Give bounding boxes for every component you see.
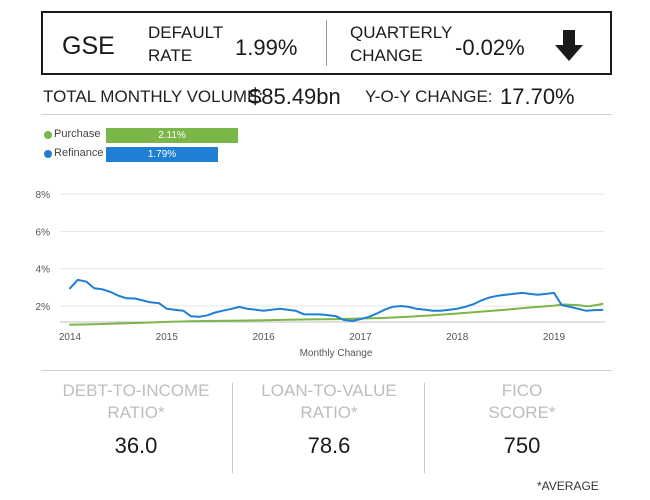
ltv-label: LOAN-TO-VALUE RATIO* <box>261 381 397 422</box>
section-divider <box>41 370 612 371</box>
y-tick-label: 6% <box>36 227 51 238</box>
legend-value-purchase: 2.11% <box>106 128 238 143</box>
x-axis-label: Monthly Change <box>300 348 373 359</box>
x-tick-label: 2016 <box>252 332 275 343</box>
header-divider <box>326 20 327 66</box>
yoy-change-label: Y-O-Y CHANGE: <box>365 87 493 106</box>
footnote: *AVERAGE <box>537 479 599 493</box>
legend-value-refinance: 1.79% <box>106 147 218 162</box>
x-tick-label: 2019 <box>543 332 566 343</box>
x-tick-label: 2017 <box>349 332 372 343</box>
total-monthly-volume-value: $85.49bn <box>249 84 341 109</box>
x-tick-label: 2014 <box>59 332 82 343</box>
quarterly-change-label: QUARTERLY CHANGE <box>350 23 453 65</box>
default-rate-value: 1.99% <box>235 35 298 60</box>
x-tick-label: 2015 <box>156 332 179 343</box>
fico-value: 750 <box>503 433 541 458</box>
legend-label-purchase: Purchase <box>54 128 101 140</box>
stat-divider <box>424 383 425 473</box>
quarterly-change-value: -0.02% <box>455 35 525 60</box>
legend-dot-refinance <box>44 150 52 158</box>
line-chart: 2% 4% 6% 8% 2014 2015 2016 2017 2018 2019 Monthly … <box>36 190 605 359</box>
y-tick-label: 2% <box>36 302 51 313</box>
total-monthly-volume-label: TOTAL MONTHLY VOLUME: <box>43 87 264 106</box>
x-tick-label: 2018 <box>446 332 469 343</box>
section-divider <box>41 114 612 115</box>
y-tick-label: 8% <box>36 190 51 201</box>
dti-label: DEBT-TO-INCOME RATIO* <box>62 381 210 422</box>
arrow-down-icon <box>555 30 583 61</box>
stat-divider <box>232 383 233 473</box>
default-rate-label: DEFAULT RATE <box>148 23 224 65</box>
series-line-refinance <box>69 278 604 322</box>
dti-value: 36.0 <box>114 433 158 458</box>
legend-label-refinance: Refinance <box>54 147 104 159</box>
fico-label: FICO SCORE* <box>488 381 556 422</box>
gse-label: GSE <box>62 32 115 60</box>
ltv-value: 78.6 <box>307 433 351 458</box>
summary-panel <box>41 11 612 75</box>
legend-dot-purchase <box>44 131 52 139</box>
y-tick-label: 4% <box>36 265 51 276</box>
yoy-change-value: 17.70% <box>500 84 575 109</box>
